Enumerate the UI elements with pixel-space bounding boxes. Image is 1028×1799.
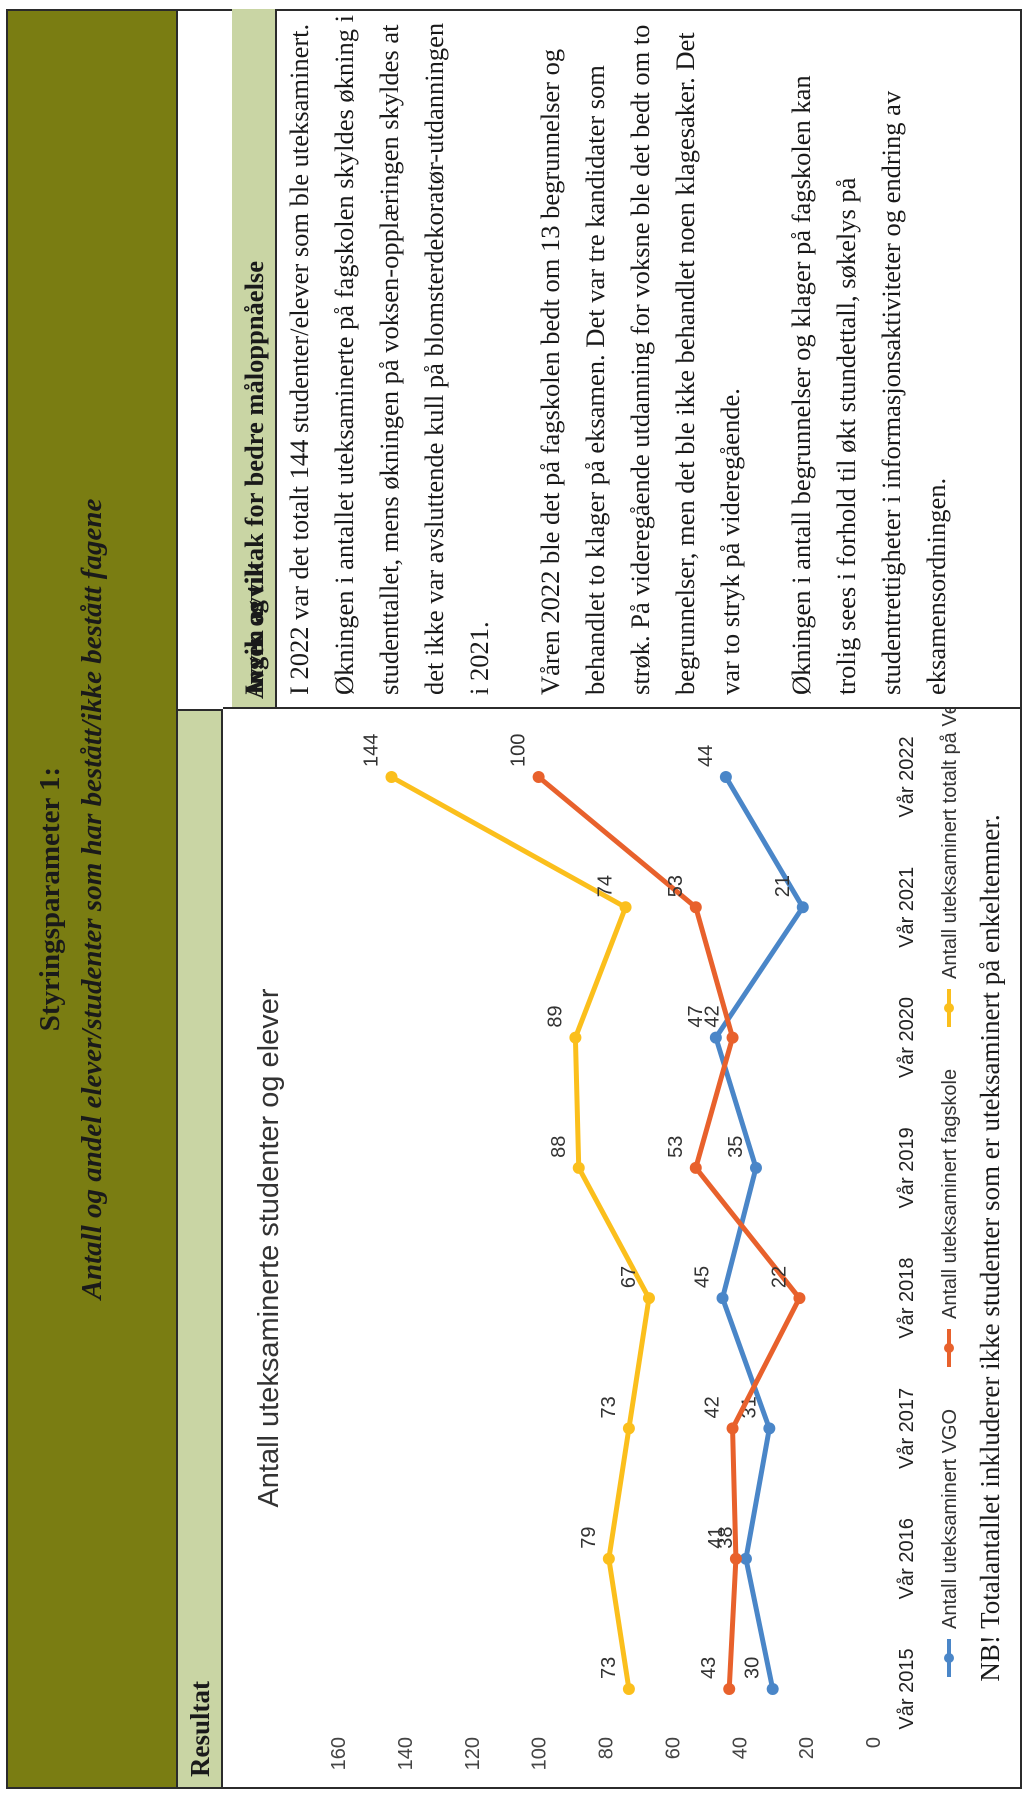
data-label: 73 bbox=[598, 1657, 620, 1679]
series-line bbox=[390, 774, 652, 1690]
x-tick-label: Vår 2019 bbox=[896, 1127, 918, 1208]
legend-swatch-marker bbox=[944, 1003, 954, 1013]
data-label: 45 bbox=[692, 1266, 714, 1288]
x-tick-label: Vår 2016 bbox=[896, 1518, 918, 1599]
data-label: 35 bbox=[725, 1136, 747, 1158]
data-label: 144 bbox=[361, 734, 383, 767]
chart-area: Antall uteksaminerte studenter og elever… bbox=[223, 709, 1022, 1787]
document-table: Styringsparameter 1: Antall og andel ele… bbox=[6, 9, 1022, 1789]
data-point bbox=[622, 1683, 635, 1695]
y-tick-label: 100 bbox=[529, 1737, 551, 1770]
data-point bbox=[796, 901, 809, 914]
legend-label: Antall uteksaminert VGO bbox=[939, 1409, 961, 1629]
data-point bbox=[719, 771, 732, 783]
data-label: 89 bbox=[544, 1005, 566, 1027]
y-tick-label: 20 bbox=[796, 1737, 818, 1759]
header-title: Styringsparameter 1: bbox=[34, 766, 66, 1032]
deviation-text: Ingen avvik I 2022 var det totalt 144 stu… bbox=[232, 15, 985, 695]
data-point bbox=[602, 1552, 615, 1565]
data-label: 53 bbox=[665, 875, 687, 897]
data-label: 42 bbox=[702, 1005, 724, 1027]
data-label: 38 bbox=[715, 1526, 737, 1548]
data-point bbox=[749, 1161, 762, 1174]
data-point bbox=[689, 901, 702, 914]
x-tick-label: Vår 2017 bbox=[896, 1388, 918, 1469]
table-header: Styringsparameter 1: Antall og andel ele… bbox=[8, 11, 178, 1787]
data-label: 74 bbox=[595, 875, 617, 897]
y-tick-label: 120 bbox=[462, 1737, 484, 1770]
data-label: 88 bbox=[548, 1136, 570, 1158]
data-point bbox=[766, 1683, 779, 1695]
data-point bbox=[709, 1031, 722, 1044]
data-point bbox=[729, 1552, 742, 1565]
y-tick-label: 40 bbox=[729, 1737, 751, 1759]
data-label: 42 bbox=[702, 1396, 724, 1418]
y-tick-label: 60 bbox=[662, 1737, 684, 1759]
data-point bbox=[726, 1031, 739, 1044]
data-point bbox=[793, 1292, 806, 1305]
data-label: 43 bbox=[698, 1657, 720, 1679]
data-label: 47 bbox=[685, 1005, 707, 1027]
data-label: 100 bbox=[508, 734, 530, 767]
paragraph-3: Økningen i antall begrunnelser og klager… bbox=[786, 75, 951, 695]
legend-label: Antall uteksaminert totalt på Vea bbox=[939, 709, 961, 979]
data-point bbox=[716, 1292, 729, 1305]
x-tick-label: Vår 2018 bbox=[896, 1258, 918, 1339]
data-point bbox=[739, 1552, 752, 1565]
data-label: 21 bbox=[772, 875, 794, 897]
data-label: 73 bbox=[598, 1396, 620, 1418]
footnote: NB! Totalantallet inkluderer ikke studen… bbox=[975, 814, 1005, 1682]
data-point bbox=[689, 1161, 702, 1174]
data-label: 53 bbox=[665, 1136, 687, 1158]
data-point bbox=[763, 1422, 776, 1435]
data-point bbox=[385, 771, 398, 783]
y-tick-label: 140 bbox=[395, 1737, 417, 1770]
paragraph-1: I 2022 var det totalt 144 studenter/elev… bbox=[284, 14, 494, 695]
data-point bbox=[726, 1422, 739, 1435]
series-line bbox=[713, 775, 806, 1690]
header-subtitle: Antall og andel elever/studenter som har… bbox=[76, 498, 108, 1300]
data-point bbox=[569, 1031, 582, 1044]
x-tick-label: Vår 2015 bbox=[896, 1648, 918, 1729]
paragraph-2: Våren 2022 ble det på fagskolen bedt om … bbox=[535, 24, 745, 695]
y-tick-label: 80 bbox=[596, 1737, 618, 1759]
x-tick-label: Vår 2021 bbox=[896, 867, 918, 948]
legend-swatch-marker bbox=[944, 1653, 954, 1663]
data-point bbox=[723, 1683, 736, 1695]
x-tick-label: Vår 2020 bbox=[896, 997, 918, 1078]
data-point bbox=[532, 771, 545, 783]
data-point bbox=[642, 1292, 655, 1305]
data-point bbox=[572, 1161, 585, 1174]
data-label: 44 bbox=[695, 745, 717, 767]
data-label: 41 bbox=[705, 1526, 727, 1548]
y-tick-label: 160 bbox=[328, 1737, 350, 1770]
data-label: 22 bbox=[768, 1266, 790, 1288]
legend-swatch-marker bbox=[944, 1343, 954, 1353]
legend-label: Antall uteksaminert fagskole bbox=[939, 1069, 961, 1319]
x-tick-label: Vår 2022 bbox=[896, 736, 918, 817]
data-label: 67 bbox=[618, 1266, 640, 1288]
data-point bbox=[619, 901, 632, 914]
data-point bbox=[622, 1422, 635, 1435]
line-chart: 0 20 40 60 80 100 120 140 160 Vår 2015 Vår 2016 Vår… bbox=[328, 709, 961, 1770]
series-line bbox=[537, 775, 802, 1690]
data-label: 79 bbox=[578, 1526, 600, 1548]
y-tick-label: 0 bbox=[863, 1737, 885, 1748]
column-label-result: Resultat bbox=[178, 709, 223, 1787]
data-label: 30 bbox=[742, 1657, 764, 1679]
deviation-heading: Ingen avvik bbox=[239, 561, 269, 695]
